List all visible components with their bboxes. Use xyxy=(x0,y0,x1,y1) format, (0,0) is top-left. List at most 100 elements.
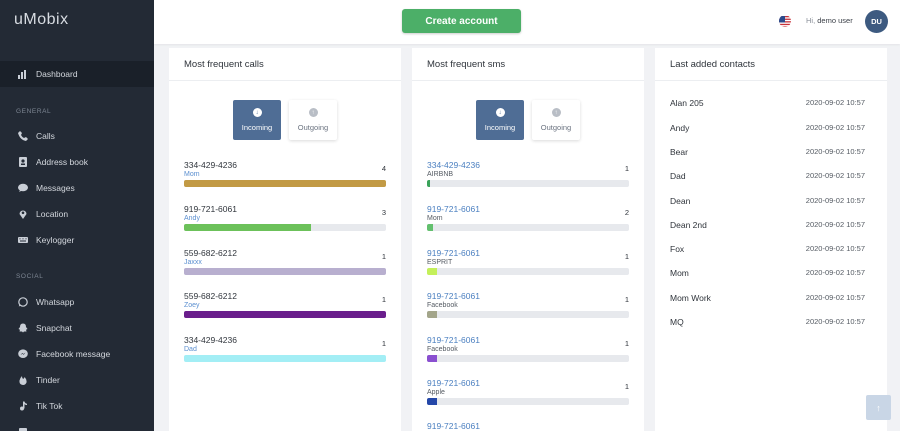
phone-number[interactable]: 334-429-4236 xyxy=(427,160,480,170)
contact-name: Bear xyxy=(670,147,688,157)
progress-track xyxy=(184,268,386,275)
flame-icon xyxy=(18,375,28,385)
phone-number[interactable]: 919-721-6061 xyxy=(427,204,480,214)
contact-row[interactable]: Fox 2020-09-02 10:57 xyxy=(670,244,865,254)
top-bar xyxy=(154,0,900,44)
contact-date: 2020-09-02 10:57 xyxy=(805,244,865,253)
progress-fill xyxy=(427,355,438,362)
arrow-up-icon: ↑ xyxy=(876,402,881,413)
contact-row[interactable]: Mom 2020-09-02 10:57 xyxy=(670,268,865,278)
sidebar-item-tiktok[interactable]: Tik Tok xyxy=(0,393,154,419)
chat-bubble-icon xyxy=(18,183,28,193)
contact-name: Dad xyxy=(670,171,686,181)
sidebar-item-messages[interactable]: Messages xyxy=(0,175,154,201)
phone-number: 919-721-6061 xyxy=(184,204,237,214)
sidebar-item-label: Messages xyxy=(36,183,75,193)
contact-name: Zoey xyxy=(184,302,200,309)
sms-card-title: Most frequent sms xyxy=(412,48,644,81)
phone-number[interactable]: 919-721-6061 xyxy=(427,291,480,301)
phone-number[interactable]: 919-721-6061 xyxy=(427,335,480,345)
sidebar-item-label: Whatsapp xyxy=(36,297,75,307)
sidebar-item-snapchat[interactable]: Snapchat xyxy=(0,315,154,341)
more-icon xyxy=(18,427,28,431)
call-count: 1 xyxy=(381,295,386,304)
contact-date: 2020-09-02 10:57 xyxy=(805,147,865,156)
contact-row[interactable]: Mom Work 2020-09-02 10:57 xyxy=(670,293,865,303)
contact-row[interactable]: Dean 2nd 2020-09-02 10:57 xyxy=(670,220,865,230)
section-label-general: GENERAL xyxy=(16,108,52,115)
phone-number[interactable]: 919-721-6061 xyxy=(427,421,480,431)
avatar[interactable]: DU xyxy=(865,10,888,33)
app-logo[interactable]: uMobix xyxy=(14,11,69,28)
tab-label: Outgoing xyxy=(297,123,329,132)
user-greeting: Hi, demo user xyxy=(806,16,853,25)
sidebar-item-whatsapp[interactable]: Whatsapp xyxy=(0,289,154,315)
contact-row[interactable]: Dean 2020-09-02 10:57 xyxy=(670,196,865,206)
contact-row[interactable]: Andy 2020-09-02 10:57 xyxy=(670,123,865,133)
sidebar-item-keylogger[interactable]: Keylogger xyxy=(0,227,154,253)
sidebar: uMobix Dashboard GENERAL Calls Address b… xyxy=(0,0,154,431)
phone-number[interactable]: 919-721-6061 xyxy=(427,378,480,388)
sender-name: ESPRIT xyxy=(427,259,453,266)
progress-track xyxy=(427,398,629,405)
sidebar-item-label: Snapchat xyxy=(36,323,72,333)
contact-name: Dad xyxy=(184,346,197,353)
progress-track xyxy=(427,224,629,231)
progress-fill xyxy=(427,224,434,231)
sms-tab-incoming[interactable]: ↓ Incoming xyxy=(476,100,524,140)
sender-name: Mom xyxy=(427,215,443,222)
contact-name: Alan 205 xyxy=(670,98,704,108)
scroll-to-top-button[interactable]: ↑ xyxy=(866,395,891,420)
sidebar-item-more[interactable] xyxy=(0,419,154,431)
sender-name: AIRBNB xyxy=(427,171,454,178)
sms-tab-outgoing[interactable]: ↑ Outgoing xyxy=(532,100,580,140)
sms-count: 1 xyxy=(624,382,629,391)
section-label-social: SOCIAL xyxy=(16,273,44,280)
create-account-button[interactable]: Create account xyxy=(402,9,521,33)
tab-label: Incoming xyxy=(241,123,273,132)
progress-track xyxy=(184,224,386,231)
sms-card: Most frequent sms ↓ Incoming ↑ Outgoing … xyxy=(412,48,644,431)
us-flag-icon[interactable] xyxy=(779,15,791,27)
calls-card: Most frequent calls ↓ Incoming ↑ Outgoin… xyxy=(169,48,401,431)
contact-row[interactable]: Dad 2020-09-02 10:57 xyxy=(670,171,865,181)
progress-fill xyxy=(427,268,438,275)
sidebar-item-tinder[interactable]: Tinder xyxy=(0,367,154,393)
progress-track xyxy=(184,180,386,187)
calls-tab-incoming[interactable]: ↓ Incoming xyxy=(233,100,281,140)
phone-number: 559-682-6212 xyxy=(184,291,237,301)
sidebar-item-facebook-message[interactable]: Facebook message xyxy=(0,341,154,367)
sidebar-item-label: Calls xyxy=(36,131,55,141)
dashboard-icon xyxy=(18,69,28,79)
contact-name: Mom xyxy=(184,171,200,178)
sms-count: 1 xyxy=(624,164,629,173)
incoming-arrow-icon: ↓ xyxy=(495,108,505,117)
sidebar-item-label: Dashboard xyxy=(36,69,78,79)
sms-count: 1 xyxy=(624,252,629,261)
map-pin-icon xyxy=(18,209,28,219)
contact-date: 2020-09-02 10:57 xyxy=(805,98,865,107)
sidebar-item-calls[interactable]: Calls xyxy=(0,123,154,149)
contact-name: Andy xyxy=(670,123,690,133)
contact-date: 2020-09-02 10:57 xyxy=(805,317,865,326)
outgoing-arrow-icon: ↑ xyxy=(308,108,318,117)
sms-count: 1 xyxy=(624,295,629,304)
contact-name: Dean xyxy=(670,196,691,206)
outgoing-arrow-icon: ↑ xyxy=(551,108,561,117)
sidebar-item-address-book[interactable]: Address book xyxy=(0,149,154,175)
contact-row[interactable]: Alan 205 2020-09-02 10:57 xyxy=(670,98,865,108)
address-book-icon xyxy=(18,157,28,167)
phone-number: 559-682-6212 xyxy=(184,248,237,258)
sidebar-item-location[interactable]: Location xyxy=(0,201,154,227)
contact-row[interactable]: Bear 2020-09-02 10:57 xyxy=(670,147,865,157)
calls-tab-outgoing[interactable]: ↑ Outgoing xyxy=(289,100,337,140)
contact-row[interactable]: MQ 2020-09-02 10:57 xyxy=(670,317,865,327)
sidebar-item-dashboard[interactable]: Dashboard xyxy=(0,61,154,87)
contact-name: Jaxxx xyxy=(184,259,202,266)
user-name[interactable]: demo user xyxy=(817,16,853,25)
phone-number[interactable]: 919-721-6061 xyxy=(427,248,480,258)
keyboard-icon xyxy=(18,235,28,245)
calls-card-title: Most frequent calls xyxy=(169,48,401,81)
greeting-prefix: Hi, xyxy=(806,16,816,25)
sms-count: 1 xyxy=(624,339,629,348)
